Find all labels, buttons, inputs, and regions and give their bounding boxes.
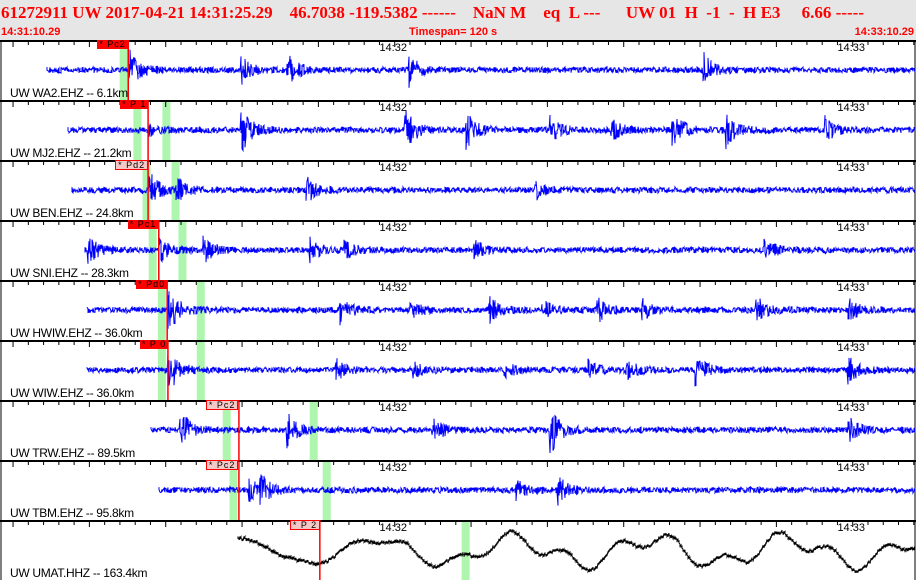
station-panel[interactable]: 14:32 14:33 * Pc2 UW WA2.EHZ -- 6.1km (0, 40, 916, 100)
station-label: UW WIW.EHZ -- 36.0km (10, 386, 134, 400)
seismogram-trace (84, 235, 916, 264)
seismogram-trace (237, 529, 916, 574)
station-label: UW UMAT.HHZ -- 163.4km (10, 566, 148, 580)
start-time: 14:31:10.29 (1, 26, 61, 38)
station-label: UW WA2.EHZ -- 6.1km (10, 86, 128, 100)
event-header: 61272911 UW 2017-04-21 14:31:25.29 46.70… (0, 0, 916, 40)
event-summary: 61272911 UW 2017-04-21 14:31:25.29 46.70… (1, 3, 864, 22)
station-label: UW HWIW.EHZ -- 36.0km (10, 326, 143, 340)
station-panel[interactable]: 14:32 14:33 * Pd2 UW BEN.EHZ -- 24.8km (0, 160, 916, 220)
minute-label: 14:33 (837, 402, 865, 414)
minute-label: 14:32 (379, 522, 407, 534)
minute-label: 14:33 (837, 462, 865, 474)
station-panel[interactable]: 14:32 14:33 * P 1 UW MJ2.EHZ -- 21.2km (0, 100, 916, 160)
waveform-panels[interactable]: 14:32 14:33 * Pc2 UW WA2.EHZ -- 6.1km 14:32 1… (0, 40, 916, 580)
station-panel[interactable]: 14:32 14:33 * P 2 UW UMAT.HHZ -- 163.4km (0, 520, 916, 580)
minute-label: 14:33 (837, 282, 865, 294)
phase-pick-label[interactable]: * Pc2 (97, 40, 128, 49)
minute-label: 14:32 (379, 342, 407, 354)
waveform-canvas[interactable] (0, 400, 916, 460)
seismogram-trace (158, 474, 916, 506)
seismogram-trace (86, 291, 916, 329)
station-panel[interactable]: 14:32 14:33 * P 0 UW WIW.EHZ -- 36.0km (0, 340, 916, 400)
phase-pick-label[interactable]: * Pc2 (205, 460, 239, 470)
minute-label: 14:33 (837, 42, 865, 54)
phase-pick-label[interactable]: * Pc1 (127, 220, 159, 229)
waveform-canvas[interactable] (0, 100, 916, 160)
minute-label: 14:33 (837, 162, 865, 174)
phase-pick-label[interactable]: * P 0 (139, 340, 169, 349)
station-label: UW SNI.EHZ -- 28.3km (10, 266, 129, 280)
seismogram-trace (46, 49, 916, 88)
waveform-canvas[interactable] (0, 40, 916, 100)
minute-label: 14:33 (837, 342, 865, 354)
station-label: UW MJ2.EHZ -- 21.2km (10, 146, 132, 160)
waveform-canvas[interactable] (0, 520, 916, 580)
station-panel[interactable]: 14:32 14:33 * Pc2 UW TBM.EHZ -- 95.8km (0, 460, 916, 520)
phase-pick-label[interactable]: * P 2 (289, 520, 321, 530)
seismogram-trace (67, 110, 916, 153)
minute-label: 14:32 (379, 222, 407, 234)
station-label: UW BEN.EHZ -- 24.8km (10, 206, 134, 220)
phase-pick-label[interactable]: * P 1 (120, 100, 149, 109)
minute-label: 14:32 (379, 402, 407, 414)
timespan: Timespan= 120 s (409, 26, 498, 38)
seismogram-trace (86, 353, 916, 387)
minute-label: 14:32 (379, 462, 407, 474)
minute-label: 14:32 (379, 282, 407, 294)
minute-label: 14:33 (837, 522, 865, 534)
phase-window (222, 400, 231, 460)
seismogram-trace (150, 413, 916, 454)
waveform-canvas[interactable] (0, 460, 916, 520)
station-label: UW TBM.EHZ -- 95.8km (10, 506, 134, 520)
station-panel[interactable]: 14:32 14:33 * Pc1 UW SNI.EHZ -- 28.3km (0, 220, 916, 280)
station-panel[interactable]: 14:32 14:33 * Pd0 UW HWIW.EHZ -- 36.0km (0, 280, 916, 340)
seismogram-trace (71, 174, 916, 201)
phase-pick-label[interactable]: * Pc2 (205, 400, 239, 410)
minute-label: 14:33 (837, 222, 865, 234)
station-panel[interactable]: 14:32 14:33 * Pc2 UW TRW.EHZ -- 89.5km (0, 400, 916, 460)
waveform-canvas[interactable] (0, 160, 916, 220)
minute-label: 14:33 (837, 102, 865, 114)
waveform-canvas[interactable] (0, 220, 916, 280)
phase-pick-label[interactable]: * Pd0 (136, 280, 168, 289)
end-time: 14:33:10.29 (854, 26, 914, 38)
phase-window (461, 520, 470, 580)
minute-label: 14:32 (379, 102, 407, 114)
waveform-canvas[interactable] (0, 340, 916, 400)
phase-pick-label[interactable]: * Pd2 (115, 160, 149, 170)
station-label: UW TRW.EHZ -- 89.5km (10, 446, 135, 460)
minute-label: 14:32 (379, 162, 407, 174)
minute-label: 14:32 (379, 42, 407, 54)
